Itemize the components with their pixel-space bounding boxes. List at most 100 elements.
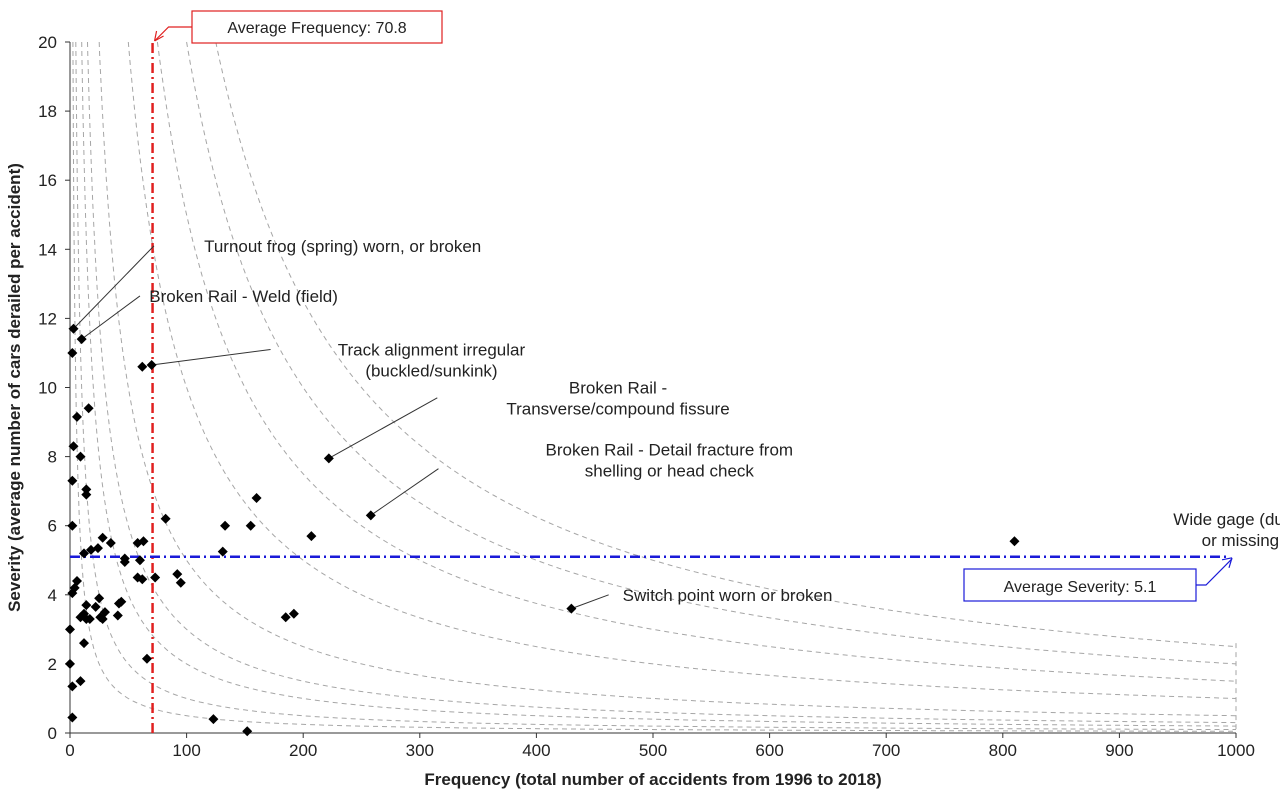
average-severity-arrow	[1196, 558, 1233, 586]
data-point	[67, 712, 78, 723]
y-tick-label: 12	[38, 309, 57, 328]
data-point	[94, 593, 105, 604]
iso-car-line	[215, 41, 1237, 648]
data-point	[85, 544, 96, 555]
data-point	[78, 638, 89, 649]
annotation-label: Broken Rail - Detail fracture from	[546, 441, 794, 460]
x-tick-label: 900	[1105, 741, 1133, 760]
x-tick-label: 200	[289, 741, 317, 760]
iso-car-line	[87, 41, 1237, 724]
data-point	[220, 520, 231, 531]
iso-car-line	[98, 41, 1237, 717]
x-tick-label: 600	[755, 741, 783, 760]
data-point	[217, 546, 228, 557]
data-point	[90, 601, 101, 612]
y-tick-label: 16	[38, 171, 57, 190]
iso-car-line	[127, 41, 1237, 699]
annotation-leader	[571, 594, 609, 610]
x-tick-label: 500	[639, 741, 667, 760]
x-tick-label: 800	[989, 741, 1017, 760]
x-axis-title: Frequency (total number of accidents fro…	[424, 770, 881, 789]
data-point	[97, 532, 108, 543]
x-tick-label: 100	[172, 741, 200, 760]
iso-car-line	[72, 41, 1237, 732]
annotation-leader	[73, 245, 155, 330]
data-point	[160, 513, 171, 524]
data-point	[141, 653, 152, 664]
annotations: Turnout frog (spring) worn, or broken Bro…	[73, 237, 1280, 610]
data-point	[365, 510, 376, 521]
data-point	[65, 624, 75, 635]
data-point	[83, 403, 94, 414]
data-point	[323, 453, 334, 464]
data-point	[78, 548, 89, 559]
annotation-label: Transverse/compound fissure	[506, 400, 729, 419]
y-ticks: 0 2 4 6 8 10 12 14 16 18 20	[38, 33, 70, 743]
x-ticks: 0 100 200 300 400 500 600 700 800 900 1000	[65, 733, 1255, 760]
data-point	[81, 484, 92, 495]
data-point	[306, 531, 317, 542]
annotation-label: (buckled/sunkink)	[365, 361, 497, 380]
x-tick-label: 1000	[1217, 741, 1255, 760]
data-point	[112, 610, 123, 621]
annotation-label: Track alignment irregular	[338, 340, 526, 359]
average-severity-label: Average Severity: 5.1	[1004, 579, 1157, 596]
average-frequency-box	[191, 10, 443, 44]
data-point	[84, 613, 95, 624]
average-reference-lines: Average Frequency: 70.8 Average Severity:…	[70, 10, 1233, 733]
data-point	[242, 726, 253, 737]
data-point	[150, 572, 161, 583]
data-point	[119, 556, 130, 567]
data-point	[280, 612, 291, 623]
data-point	[71, 411, 82, 422]
annotation-label: Switch point worn or broken	[623, 586, 833, 605]
data-point	[175, 577, 186, 588]
data-point	[134, 555, 145, 566]
data-point	[146, 360, 157, 371]
x-tick-label: 400	[522, 741, 550, 760]
data-point	[67, 475, 78, 486]
x-tick-label: 300	[406, 741, 434, 760]
y-tick-label: 6	[48, 517, 57, 536]
annotation-label: Broken Rail -	[569, 379, 667, 398]
data-point	[566, 603, 577, 614]
annotation-label: Wide gage (due to defective	[1173, 510, 1280, 529]
data-point	[68, 323, 79, 334]
data-point	[76, 334, 87, 345]
iso-car-lines	[72, 41, 1237, 733]
average-severity-arrowhead	[1221, 557, 1233, 568]
data-point	[288, 608, 299, 619]
data-point	[65, 658, 75, 669]
data-point	[67, 520, 78, 531]
iso-car-line	[156, 41, 1237, 682]
data-point	[172, 569, 183, 580]
y-tick-label: 0	[48, 724, 57, 743]
data-point	[137, 574, 148, 585]
data-point	[105, 537, 116, 548]
average-frequency-label: Average Frequency: 70.8	[227, 20, 406, 37]
y-tick-label: 2	[48, 655, 57, 674]
iso-car-line	[81, 41, 1237, 727]
x-tick-label: 700	[872, 741, 900, 760]
data-point	[67, 588, 78, 599]
annotation-label: or missing crossties)	[1202, 531, 1280, 550]
annotation-leader	[151, 348, 271, 366]
y-tick-label: 14	[38, 240, 57, 259]
average-frequency-arrow	[155, 26, 192, 41]
data-point	[68, 441, 79, 452]
data-point	[97, 613, 108, 624]
data-point	[67, 347, 78, 358]
data-point	[208, 714, 219, 725]
y-tick-label: 20	[38, 33, 57, 52]
iso-car-line	[186, 41, 1237, 665]
y-axis-title: Severity (average number of cars deraile…	[5, 163, 24, 612]
annotation-label: Turnout frog (spring) worn, or broken	[204, 237, 481, 256]
annotation-label: shelling or head check	[585, 462, 755, 481]
data-point	[251, 493, 262, 504]
annotation-leader	[370, 468, 439, 516]
data-point	[138, 536, 149, 547]
annotation-label: Broken Rail - Weld (field)	[149, 287, 338, 306]
annotation-leader	[328, 397, 438, 459]
data-point	[137, 361, 148, 372]
